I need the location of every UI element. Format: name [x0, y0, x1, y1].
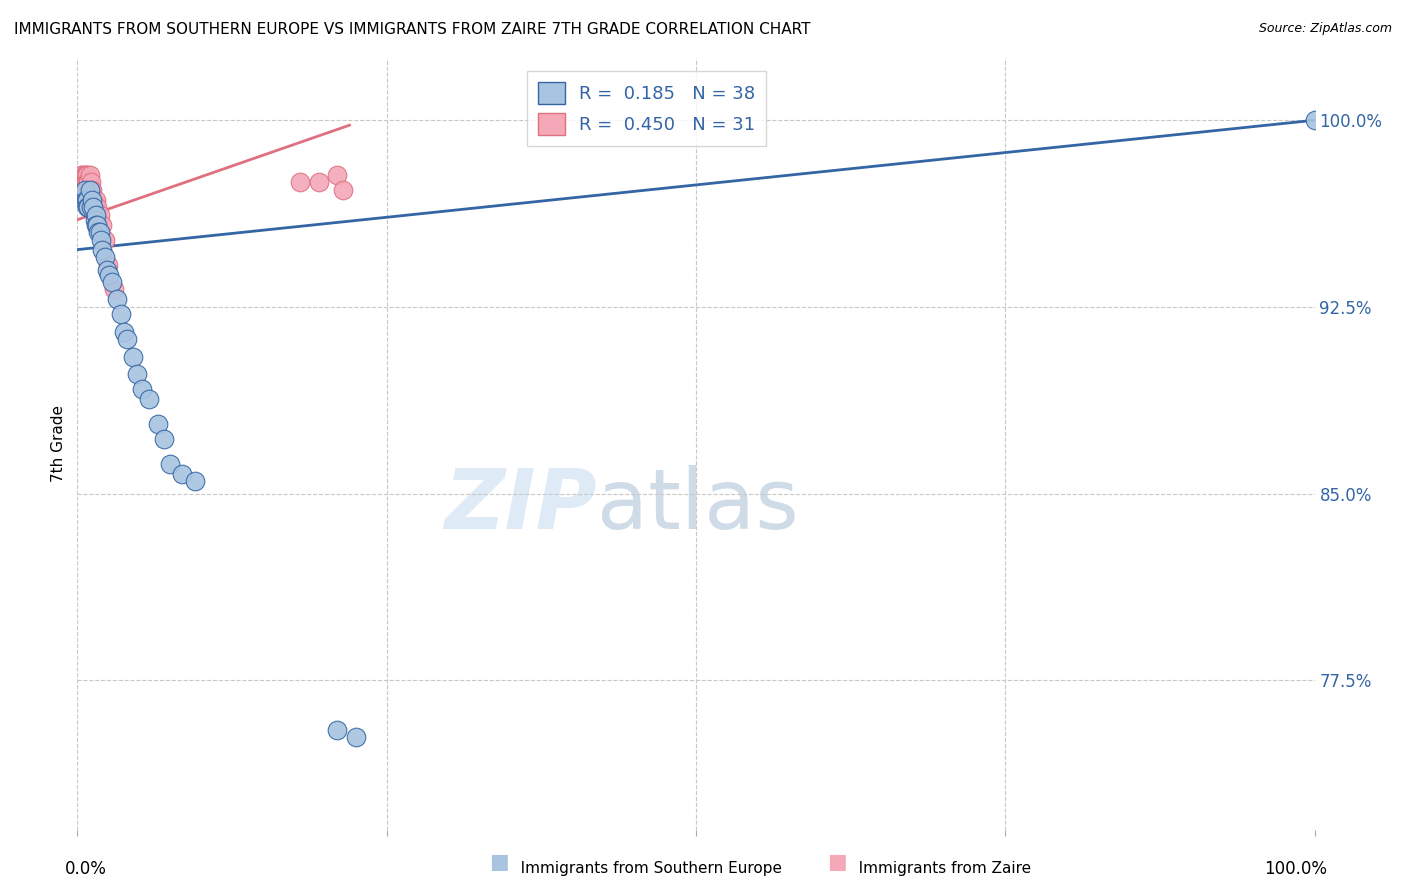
Point [75, 176, 97, 190]
Point [326, 723, 349, 737]
Point [98, 268, 121, 282]
Point [72, 183, 94, 197]
Text: atlas: atlas [598, 465, 799, 546]
Point [326, 168, 349, 182]
Point [159, 457, 181, 471]
Text: IMMIGRANTS FROM SOUTHERN EUROPE VS IMMIGRANTS FROM ZAIRE 7TH GRADE CORRELATION C: IMMIGRANTS FROM SOUTHERN EUROPE VS IMMIG… [14, 22, 811, 37]
Point [76, 200, 98, 214]
Point [76, 168, 98, 182]
Point [72, 193, 94, 207]
Point [146, 417, 169, 431]
Point [103, 282, 125, 296]
Point [73, 183, 96, 197]
Point [87, 225, 110, 239]
Text: ■: ■ [827, 853, 846, 872]
Point [83, 212, 105, 227]
Point [131, 382, 153, 396]
Point [308, 176, 330, 190]
Point [75, 193, 97, 207]
Point [86, 200, 108, 214]
Point [112, 325, 135, 339]
Point [79, 168, 101, 182]
Point [73, 183, 96, 197]
Point [105, 293, 128, 307]
Point [115, 332, 138, 346]
Point [82, 200, 104, 214]
Point [184, 474, 207, 488]
Point [93, 233, 115, 247]
Point [77, 183, 100, 197]
Point [288, 176, 311, 190]
Point [93, 250, 115, 264]
Point [75, 168, 97, 182]
Point [138, 392, 160, 406]
Point [344, 731, 367, 745]
Point [101, 275, 124, 289]
Point [1303, 113, 1326, 128]
Text: 0.0%: 0.0% [65, 861, 107, 879]
Text: ZIP: ZIP [444, 465, 598, 546]
Point [79, 183, 101, 197]
Point [72, 168, 94, 182]
Point [84, 193, 107, 207]
Point [77, 200, 100, 214]
Point [91, 243, 114, 257]
Point [332, 183, 354, 197]
Text: Source: ZipAtlas.com: Source: ZipAtlas.com [1258, 22, 1392, 36]
Point [82, 193, 104, 207]
Point [89, 208, 111, 222]
Point [125, 367, 148, 381]
Point [86, 218, 108, 232]
Text: Immigrants from Zaire: Immigrants from Zaire [844, 861, 1031, 876]
Point [153, 432, 176, 446]
Point [84, 218, 107, 232]
Point [76, 176, 98, 190]
Point [122, 350, 145, 364]
Point [76, 193, 98, 207]
Point [73, 176, 96, 190]
Point [77, 176, 100, 190]
Y-axis label: 7th Grade: 7th Grade [51, 405, 66, 483]
Point [75, 183, 97, 197]
Point [90, 233, 112, 247]
Point [84, 208, 107, 222]
Point [80, 200, 103, 214]
Point [89, 225, 111, 239]
Point [80, 176, 103, 190]
Point [91, 218, 114, 232]
Point [76, 183, 98, 197]
Point [82, 193, 104, 207]
Point [73, 168, 96, 182]
Text: 100.0%: 100.0% [1264, 861, 1327, 879]
Point [82, 183, 104, 197]
Point [172, 467, 194, 481]
Point [96, 262, 118, 277]
Text: ■: ■ [489, 853, 509, 872]
Point [70, 168, 93, 182]
Text: Immigrants from Southern Europe: Immigrants from Southern Europe [506, 861, 782, 876]
Point [97, 258, 120, 272]
Point [72, 176, 94, 190]
Point [110, 307, 132, 321]
Legend: R =  0.185   N = 38, R =  0.450   N = 31: R = 0.185 N = 38, R = 0.450 N = 31 [527, 70, 766, 145]
Point [79, 183, 101, 197]
